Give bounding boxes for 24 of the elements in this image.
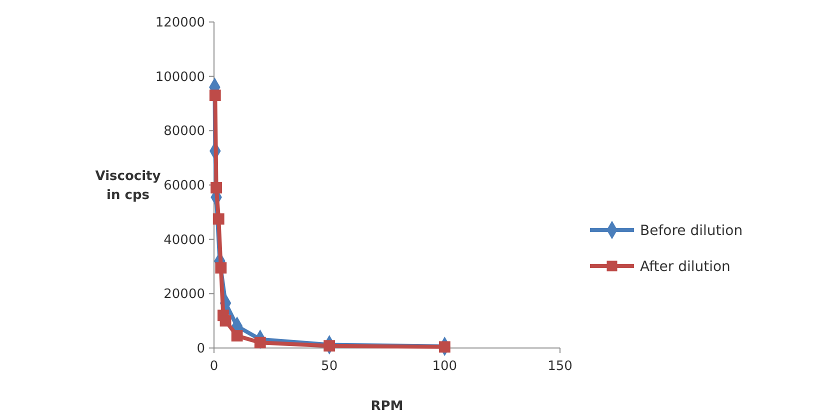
point [209, 90, 221, 102]
point [324, 340, 336, 352]
point [215, 262, 227, 274]
y-tick-label: 120000 [155, 16, 205, 31]
y-tick-label: 20000 [164, 287, 205, 302]
legend-label: After dilution [640, 258, 730, 275]
x-axis-title: RPM [370, 399, 404, 414]
y-axis-title: Viscocity in cps [95, 169, 162, 203]
legend-label: Before dilution [640, 222, 743, 239]
x-tick-label: 50 [321, 359, 338, 374]
point [220, 315, 232, 327]
x-tick-label: 100 [432, 359, 458, 374]
x-tick-label: 150 [548, 359, 572, 374]
y-tick-label: 80000 [164, 124, 205, 140]
y-tick-label: 0 [196, 342, 205, 357]
point [212, 213, 224, 225]
point [254, 336, 266, 348]
y-tick-label: 40000 [164, 232, 205, 248]
point [438, 341, 450, 353]
point [231, 330, 243, 342]
point [210, 182, 222, 194]
y-tick-label: 60000 [164, 178, 205, 194]
y-tick-label: 100000 [155, 70, 205, 85]
x-tick-label: 0 [210, 359, 218, 374]
